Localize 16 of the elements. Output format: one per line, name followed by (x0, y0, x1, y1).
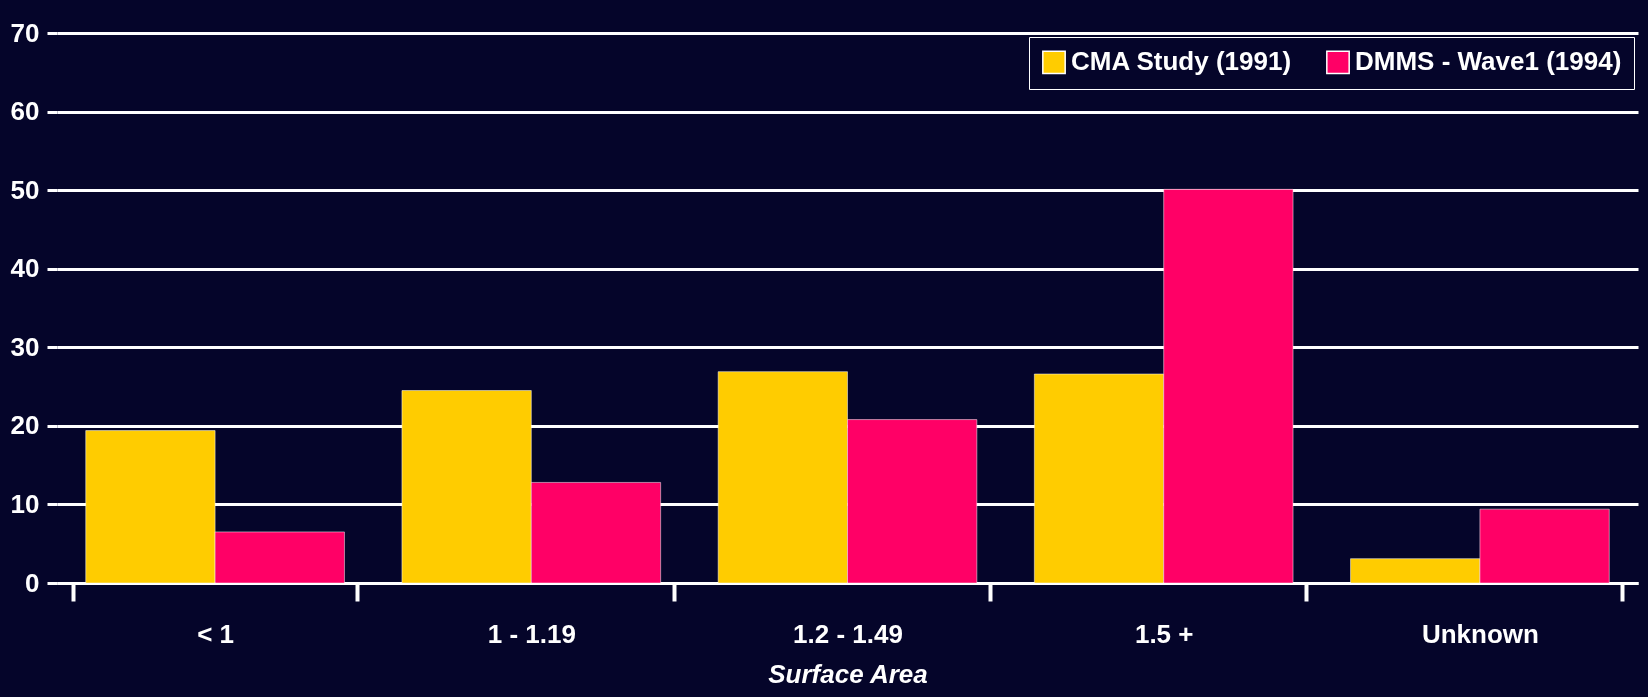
x-tick-label: Unknown (1421, 618, 1539, 649)
y-tick-label: 70 (10, 17, 40, 48)
y-tick-label: 40 (10, 253, 40, 284)
legend-label: DMMS - Wave1 (1994) (1355, 46, 1622, 77)
y-tick-label: 60 (10, 96, 40, 127)
y-tick-label: 50 (10, 174, 40, 205)
y-tick-label: 0 (25, 567, 40, 598)
x-tick-label: 1.2 - 1.49 (793, 618, 903, 649)
y-tick-label: 20 (10, 410, 40, 441)
x-tick-label: < 1 (197, 618, 235, 649)
y-tick-label: 30 (10, 331, 40, 362)
x-tick-label: 1 - 1.19 (487, 618, 576, 649)
y-tick-label: 10 (10, 488, 40, 519)
legend-label: CMA Study (1991) (1071, 46, 1292, 77)
x-axis-title: Surface Area (768, 658, 928, 689)
x-tick-label: 1.5 + (1134, 618, 1194, 649)
